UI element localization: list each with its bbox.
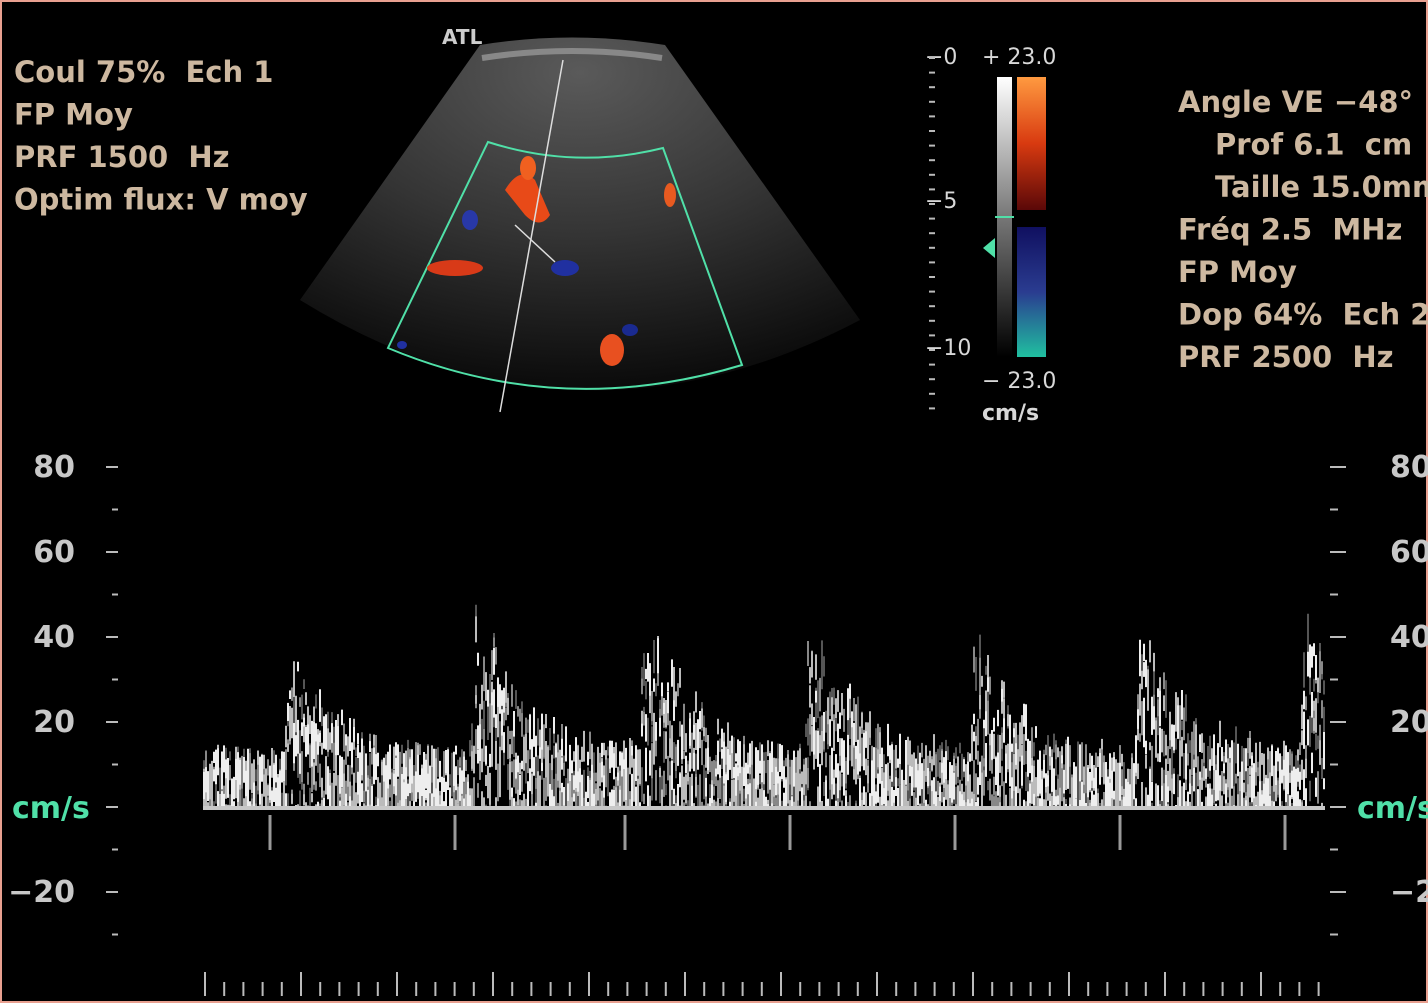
scale-unit: cm/s (982, 401, 1039, 426)
axis-label: 80 (33, 450, 75, 485)
flow-blue (622, 324, 638, 336)
setting-line: PRF 2500 Hz (1178, 340, 1394, 374)
right-settings: Angle VE −48° Prof 6.1 cm Taille 15.0mm Fré… (1178, 85, 1428, 374)
flow-blobs (397, 156, 676, 366)
tissue-layer (481, 48, 663, 61)
axis-label: cm/s (12, 791, 90, 826)
scale-min: − 23.0 (982, 369, 1056, 394)
setting-line: Prof 6.1 cm (1215, 128, 1412, 162)
flow-red (505, 174, 550, 223)
axis-label: −20 (8, 875, 75, 910)
scale-max: + 23.0 (982, 45, 1056, 70)
brand: ATL (442, 25, 483, 49)
flow-red (664, 183, 676, 207)
flow-red (427, 260, 483, 276)
flow-blue (462, 210, 478, 230)
setting-line: Fréq 2.5 MHz (1178, 213, 1402, 247)
axis-label: 60 (1390, 535, 1428, 570)
setting-line: Coul 75% Ech 1 (14, 55, 273, 89)
blue-bar (1017, 227, 1046, 357)
setting-line: Dop 64% Ech 2 (1178, 298, 1428, 332)
angle-marker (514, 224, 556, 263)
spectrum-texture (203, 638, 1325, 806)
velocity-axes: 80 80 60 60 40 40 20 20 cm/s cm/s −20 −20 (8, 450, 1428, 936)
sample-line (499, 59, 564, 413)
axis-label: 20 (33, 705, 75, 740)
flow-red (600, 334, 624, 366)
setting-line: FP Moy (14, 98, 133, 132)
axis-label: −20 (1390, 875, 1428, 910)
left-settings: Coul 75% Ech 1 FP Moy PRF 1500 Hz Optim flu… (14, 55, 308, 217)
axis-label: 40 (33, 620, 75, 655)
flow-red (520, 156, 536, 180)
setting-line: FP Moy (1178, 255, 1297, 289)
axis-label: 20 (1390, 705, 1428, 740)
flow-blue (551, 260, 579, 276)
color-box (386, 140, 744, 390)
time-ticks (204, 972, 1320, 996)
depth-label: −10 (925, 336, 971, 361)
axis-label: cm/s (1357, 791, 1428, 826)
setting-line: Angle VE −48° (1178, 85, 1413, 119)
setting-line: Optim flux: V moy (14, 183, 308, 217)
axis-label: 40 (1390, 620, 1428, 655)
depth-label: −5 (925, 189, 957, 214)
red-bar (1017, 77, 1046, 210)
flow-blue (397, 341, 407, 349)
depth-ticks (929, 57, 935, 410)
baseline-pointer (983, 238, 995, 258)
axis-label: 80 (1390, 450, 1428, 485)
setting-line: Taille 15.0mm (1215, 170, 1428, 204)
axis-label: 60 (33, 535, 75, 570)
setting-line: PRF 1500 Hz (14, 140, 230, 174)
doppler-spectrum (203, 604, 1325, 850)
